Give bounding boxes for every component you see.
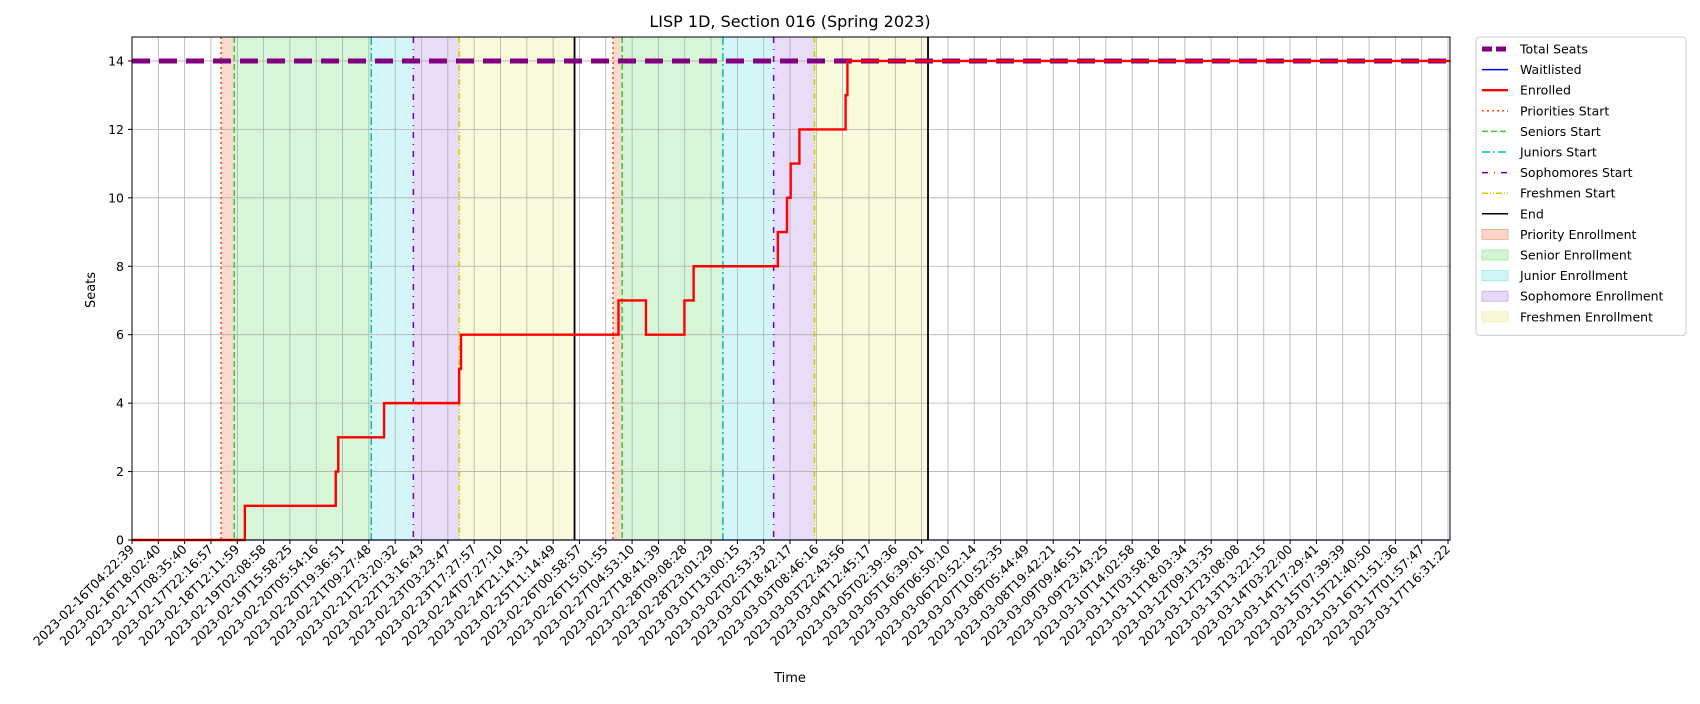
y-ticks: 0 2 4 6 8 10 12 14 xyxy=(108,53,132,548)
legend-label-3: Priorities Start xyxy=(1520,103,1609,118)
legend-label-5: Juniors Start xyxy=(1519,145,1597,160)
y-tick-label-3: 6 xyxy=(116,327,124,342)
y-tick-label-6: 12 xyxy=(108,122,124,137)
legend-label-12: Sophomore Enrollment xyxy=(1520,289,1664,304)
phase-span-3-0 xyxy=(413,37,460,540)
phase-span-2-1 xyxy=(722,37,774,540)
legend-label-6: Sophomores Start xyxy=(1520,165,1633,180)
y-tick-label-2: 4 xyxy=(116,396,124,411)
y-tick-label-5: 10 xyxy=(108,190,124,205)
legend-swatch-10 xyxy=(1481,249,1509,261)
legend-label-13: Freshmen Enrollment xyxy=(1520,309,1653,324)
phase-span-1-1 xyxy=(622,37,723,540)
y-tick-label-4: 8 xyxy=(116,259,124,274)
legend-frame xyxy=(1475,36,1687,336)
phase-span-0-1 xyxy=(612,37,623,540)
legend: Total Seats Waitlisted Enrolled Priorities … xyxy=(1475,36,1687,336)
x-ticks: 2023-02-16T04:22:392023-02-16T18:02:4020… xyxy=(30,540,1453,649)
legend-label-1: Waitlisted xyxy=(1520,62,1582,77)
legend-label-10: Senior Enrollment xyxy=(1520,248,1632,263)
legend-label-7: Freshmen Start xyxy=(1520,186,1616,201)
grid xyxy=(131,37,1450,541)
legend-label-9: Priority Enrollment xyxy=(1520,227,1637,242)
legend-swatch-13 xyxy=(1481,311,1509,323)
series-line-2 xyxy=(132,59,1450,542)
chart-title: LISP 1D, Section 016 (Spring 2023) xyxy=(649,12,930,31)
phase-span-2-0 xyxy=(371,37,414,540)
legend-label-8: End xyxy=(1520,206,1544,221)
phase-span-1-0 xyxy=(234,37,372,540)
phase-span-4-1 xyxy=(814,37,929,540)
phase-spans xyxy=(221,37,929,540)
legend-label-11: Junior Enrollment xyxy=(1519,268,1628,283)
y-tick-label-0: 0 xyxy=(116,533,124,548)
phase-lines xyxy=(220,37,929,540)
phase-span-4-0 xyxy=(459,37,575,540)
y-tick-label-1: 2 xyxy=(116,464,124,479)
legend-swatch-11 xyxy=(1481,270,1509,282)
y-tick-label-7: 14 xyxy=(108,53,124,68)
legend-swatch-12 xyxy=(1481,290,1509,302)
legend-swatch-9 xyxy=(1481,228,1509,240)
x-axis-label: Time xyxy=(773,671,806,686)
phase-span-3-1 xyxy=(773,37,815,540)
legend-label-0: Total Seats xyxy=(1519,42,1588,57)
legend-label-2: Enrolled xyxy=(1520,83,1571,98)
phase-span-0-0 xyxy=(221,37,235,540)
plot-frame xyxy=(131,36,1451,541)
legend-label-4: Seniors Start xyxy=(1520,124,1601,139)
y-axis-label: Seats xyxy=(84,272,99,308)
